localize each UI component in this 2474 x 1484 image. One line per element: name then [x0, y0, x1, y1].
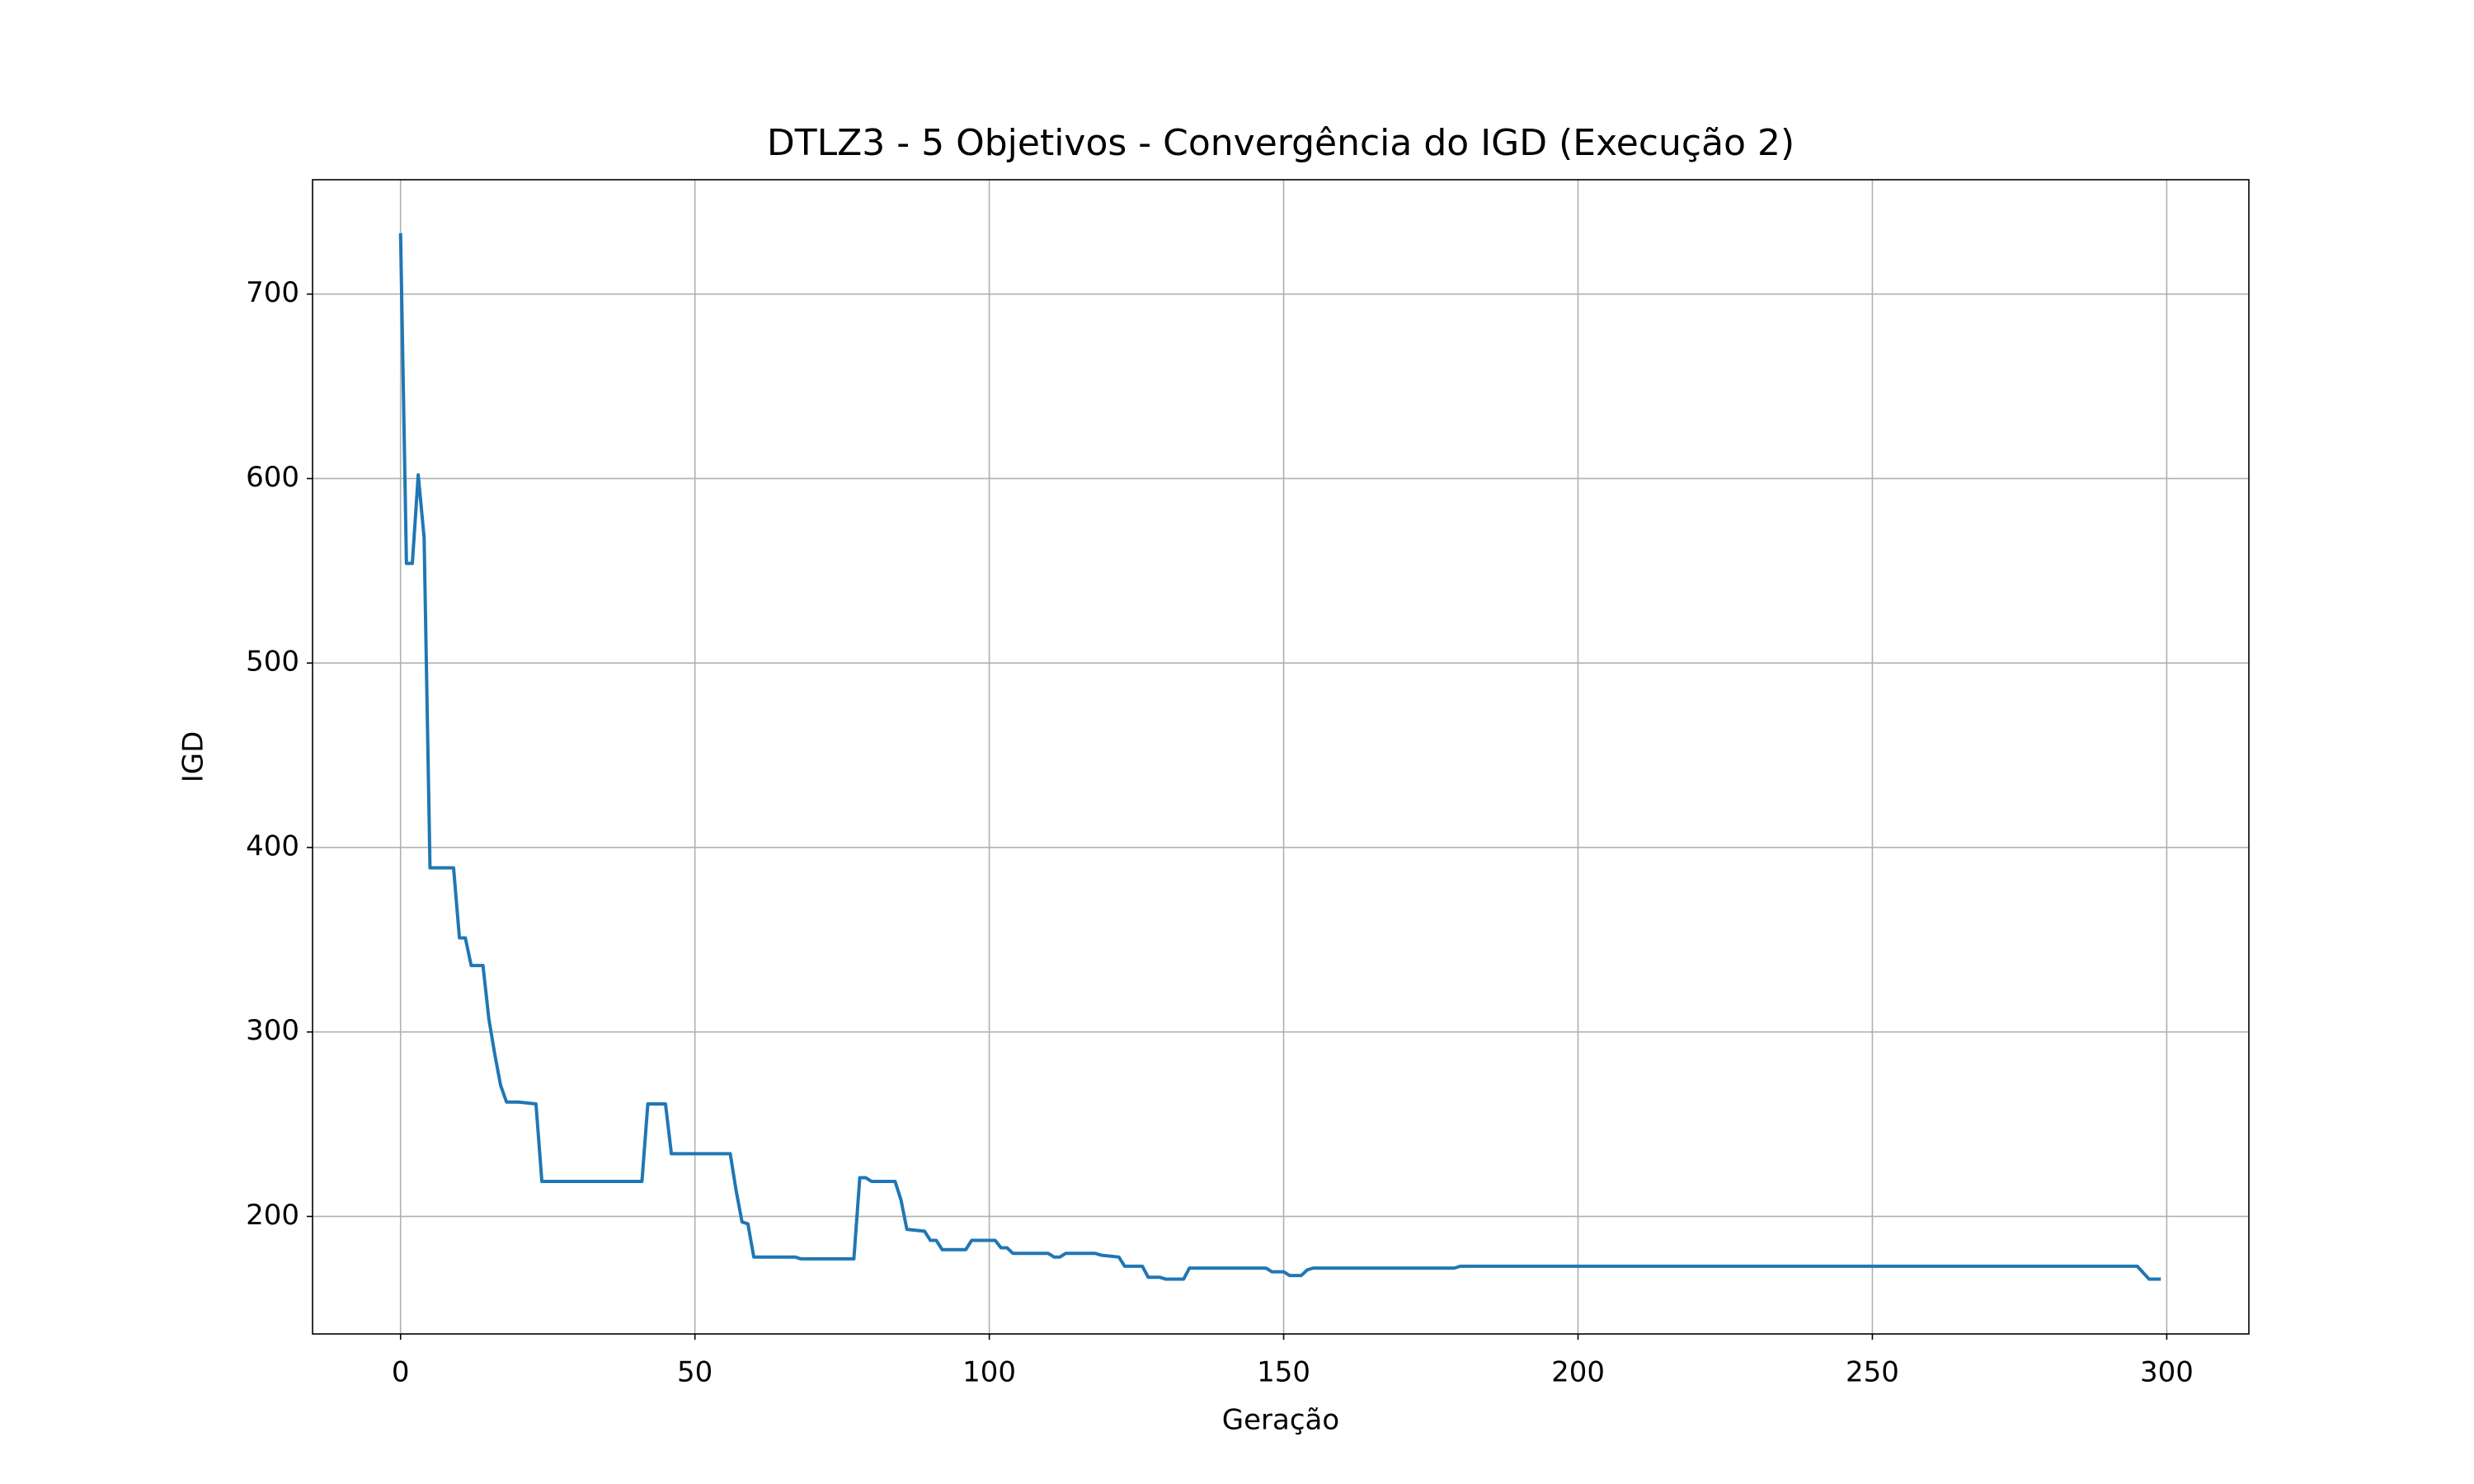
x-tick-label: 0 — [392, 1356, 410, 1389]
x-tick-label: 50 — [677, 1356, 713, 1389]
x-axis-label: Geração — [1222, 1404, 1339, 1437]
x-tick-label: 300 — [2140, 1356, 2194, 1389]
x-tick-label: 150 — [1257, 1356, 1310, 1389]
y-tick-label: 600 — [246, 461, 299, 494]
plot-frame — [312, 179, 2250, 1335]
x-tick-label: 200 — [1551, 1356, 1605, 1389]
y-tick-label: 400 — [246, 829, 299, 862]
y-tick-label: 300 — [246, 1014, 299, 1047]
y-tick-label: 700 — [246, 276, 299, 309]
y-axis-label: IGD — [177, 731, 210, 783]
x-tick-label: 100 — [962, 1356, 1016, 1389]
y-tick-label: 500 — [246, 646, 299, 679]
x-tick-label: 250 — [1846, 1356, 1899, 1389]
data-line — [398, 232, 2161, 1281]
y-tick-label: 200 — [246, 1199, 299, 1232]
chart-title: DTLZ3 - 5 Objetivos - Convergência do IG… — [767, 122, 1794, 164]
